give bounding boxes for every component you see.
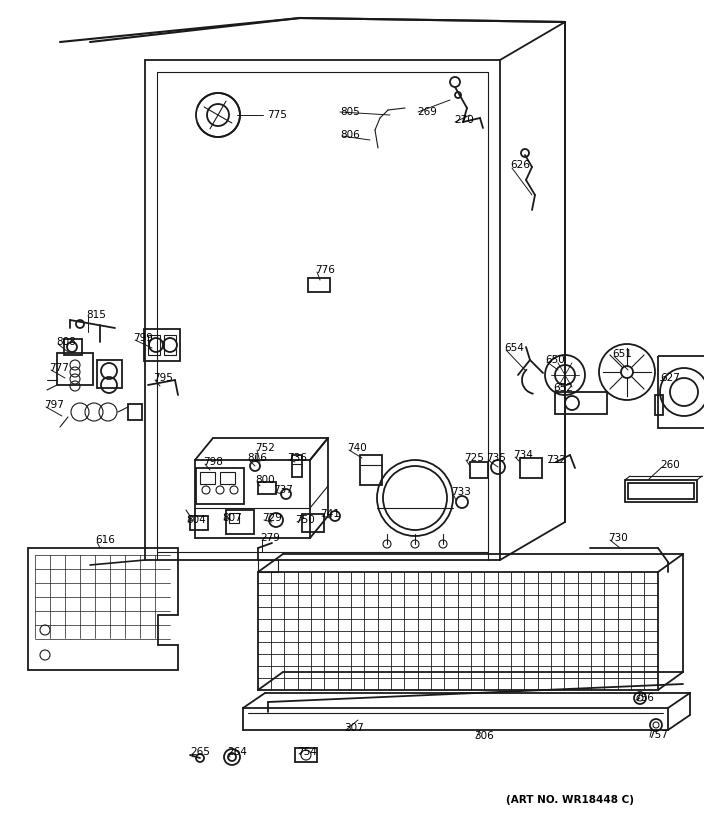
- Bar: [258, 560, 278, 572]
- Text: 750: 750: [295, 515, 315, 525]
- Bar: [302, 514, 324, 532]
- Text: 307: 307: [344, 723, 364, 733]
- Text: 808: 808: [56, 337, 76, 347]
- Text: 732: 732: [546, 455, 566, 465]
- Text: 626: 626: [510, 160, 530, 170]
- Text: 269: 269: [417, 107, 437, 117]
- Text: 815: 815: [86, 310, 106, 320]
- Bar: [470, 462, 488, 478]
- Bar: [655, 395, 663, 415]
- Text: 740: 740: [347, 443, 367, 453]
- Bar: [292, 455, 302, 477]
- Text: 734: 734: [513, 450, 533, 460]
- Text: 654: 654: [504, 343, 524, 353]
- Bar: [195, 460, 310, 538]
- Bar: [258, 572, 658, 690]
- Text: 741: 741: [320, 509, 340, 519]
- Text: 736: 736: [287, 453, 307, 463]
- Text: 270: 270: [454, 115, 474, 125]
- Text: 805: 805: [340, 107, 360, 117]
- Text: 800: 800: [255, 475, 275, 485]
- Text: 616: 616: [95, 535, 115, 545]
- Bar: [308, 278, 330, 292]
- Text: 795: 795: [153, 373, 173, 383]
- Bar: [229, 513, 239, 523]
- Text: 735: 735: [486, 453, 506, 463]
- Text: 799: 799: [133, 333, 153, 343]
- Text: 279: 279: [260, 533, 280, 543]
- Bar: [190, 516, 208, 530]
- Bar: [360, 455, 382, 485]
- Bar: [555, 392, 607, 414]
- Text: 730: 730: [608, 533, 628, 543]
- Bar: [295, 748, 317, 762]
- Bar: [97, 360, 122, 388]
- Bar: [628, 483, 694, 499]
- Text: 798: 798: [203, 457, 223, 467]
- Text: 306: 306: [474, 731, 494, 741]
- Text: 775: 775: [267, 110, 287, 120]
- Text: 651: 651: [612, 349, 632, 359]
- Bar: [258, 482, 276, 494]
- Bar: [57, 353, 93, 385]
- Bar: [64, 339, 82, 355]
- Bar: [200, 472, 215, 484]
- Text: 733: 733: [451, 487, 471, 497]
- Text: 776: 776: [315, 265, 335, 275]
- Text: 650: 650: [545, 355, 565, 365]
- Bar: [625, 480, 697, 502]
- Text: 627: 627: [660, 373, 680, 383]
- Text: 729: 729: [262, 513, 282, 523]
- Text: 806: 806: [340, 130, 360, 140]
- Text: 757: 757: [648, 730, 668, 740]
- Text: 265: 265: [190, 747, 210, 757]
- Text: 804: 804: [186, 515, 206, 525]
- Text: 725: 725: [464, 453, 484, 463]
- Text: 264: 264: [227, 747, 247, 757]
- Bar: [220, 472, 235, 484]
- Bar: [520, 458, 542, 478]
- Bar: [658, 356, 704, 428]
- Text: 260: 260: [660, 460, 680, 470]
- Bar: [196, 468, 244, 504]
- Text: 797: 797: [44, 400, 64, 410]
- Text: 807: 807: [222, 513, 242, 523]
- Bar: [148, 335, 160, 355]
- Text: 777: 777: [49, 363, 69, 373]
- Bar: [128, 404, 142, 420]
- Text: 756: 756: [634, 693, 654, 703]
- Bar: [226, 510, 254, 534]
- Text: 737: 737: [273, 485, 293, 495]
- Text: 754: 754: [297, 747, 317, 757]
- Text: 652: 652: [553, 383, 573, 393]
- Text: (ART NO. WR18448 C): (ART NO. WR18448 C): [506, 795, 634, 805]
- Text: 816: 816: [247, 453, 267, 463]
- Bar: [144, 329, 180, 361]
- Text: 752: 752: [255, 443, 275, 453]
- Bar: [164, 335, 176, 355]
